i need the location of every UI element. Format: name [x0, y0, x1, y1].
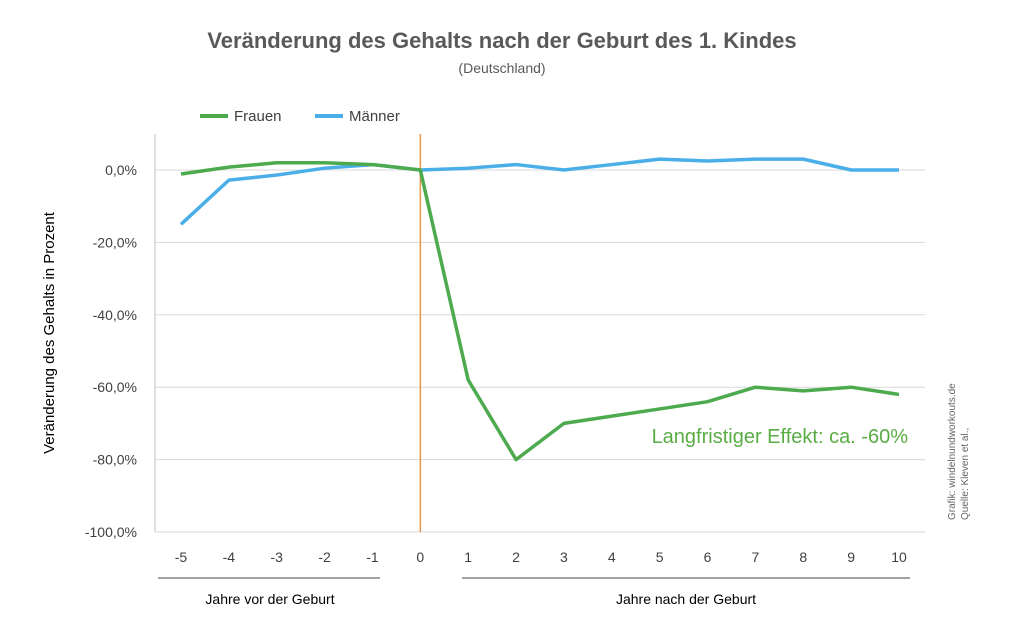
chart-subtitle: (Deutschland) — [458, 60, 545, 76]
x-tick-label: -3 — [271, 549, 284, 565]
y-tick-label: -20,0% — [93, 234, 137, 250]
legend-label: Männer — [349, 108, 400, 125]
annotation: Langfristiger Effekt: ca. -60% — [652, 426, 909, 448]
y-axis-label: Veränderung des Gehalts in Prozent — [41, 211, 58, 454]
x-tick-label: 1 — [464, 549, 472, 565]
x-tick-label: 5 — [656, 549, 664, 565]
series-line-frauen — [180, 161, 900, 462]
group-label-after: Jahre nach der Geburt — [616, 591, 756, 607]
x-tick-label: -4 — [223, 549, 236, 565]
x-tick-label: -1 — [366, 549, 379, 565]
x-tick-label: 7 — [752, 549, 760, 565]
x-tick-label: 2 — [512, 549, 520, 565]
y-tick-label: -80,0% — [93, 452, 137, 468]
x-tick-label: 3 — [560, 549, 568, 565]
source-line-1: Grafik: windelnundworkouts.de — [947, 383, 958, 520]
y-tick-label: -60,0% — [93, 379, 137, 395]
y-tick-label: -40,0% — [93, 307, 137, 323]
x-tick-label: 0 — [416, 549, 424, 565]
chart-title: Veränderung des Gehalts nach der Geburt … — [207, 28, 796, 53]
y-tick-label: -100,0% — [85, 524, 137, 540]
x-tick-label: 6 — [704, 549, 712, 565]
group-label-before: Jahre vor der Geburt — [205, 591, 334, 607]
x-tick-label: -2 — [318, 549, 331, 565]
y-tick-label: 0,0% — [105, 162, 137, 178]
x-tick-label: -5 — [175, 549, 188, 565]
source-line-2: Quelle: Kleven et al., — [960, 428, 971, 520]
x-tick-label: 8 — [799, 549, 807, 565]
x-tick-label: 9 — [847, 549, 855, 565]
x-tick-label: 10 — [891, 549, 907, 565]
x-tick-label: 4 — [608, 549, 616, 565]
legend-label: Frauen — [234, 108, 282, 125]
series-line-männer — [179, 157, 899, 226]
